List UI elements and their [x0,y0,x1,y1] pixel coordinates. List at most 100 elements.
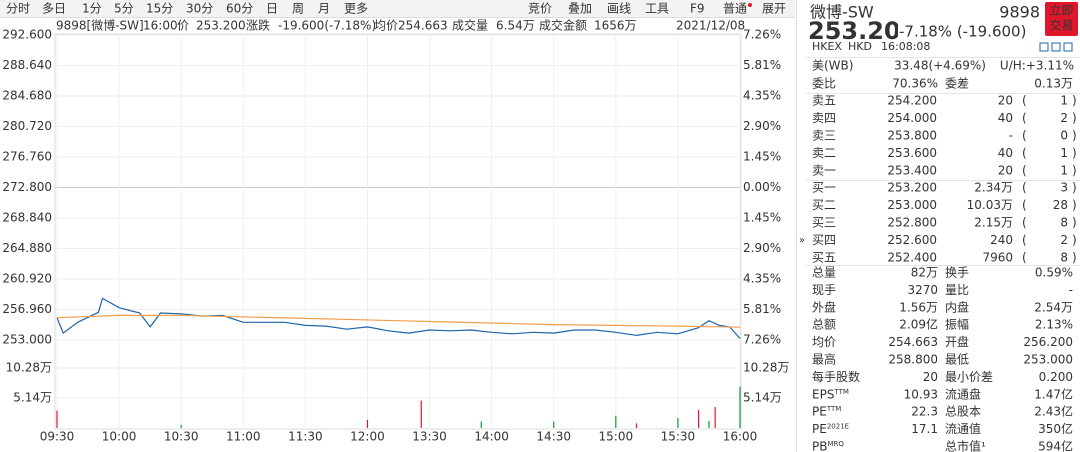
book-label: 买二 [812,198,836,212]
book-label: 买三 [812,216,836,230]
stat-value: 82万 [911,266,938,280]
x-tick-label: 15:30 [661,430,696,444]
stat-label: 最小价差 [945,370,993,384]
pct-tick-label: 2.90% [743,119,781,133]
y-tick-label: 260.920 [2,272,52,286]
pct-tick-label: 7.26% [743,333,781,347]
stat-label: 流通值 [945,421,981,436]
stat-label: 每手股数 [812,369,860,384]
toolbar-tab[interactable]: 更多 [344,2,368,16]
toolbar-tab[interactable]: 1分 [82,2,102,16]
toolbar-tool[interactable]: 竞价 [528,2,552,16]
pct-tick-label: 1.45% [743,150,781,164]
volume-tick-label-right: 10.28万 [743,361,789,375]
toolbar-tool[interactable]: F9 [690,2,705,16]
book-volume: 2.15万 [974,216,1013,230]
book-orders: 2 [1060,111,1068,125]
x-tick-label: 16:00 [723,430,758,444]
book-volume: 40 [998,146,1013,160]
stat-value: 0.59% [1035,266,1073,280]
book-orders: 0 [1060,129,1068,143]
toolbar-tab[interactable]: 15分 [146,2,173,16]
info-volume: 6.54万 [496,19,535,33]
book-orders: 8 [1060,251,1068,265]
y-tick-label: 276.760 [2,150,52,164]
pct-tick-label: 7.26% [743,28,781,42]
info-price-label: 价 [177,19,189,33]
collapse-arrow[interactable]: » [799,235,805,246]
stat-value: 1.47亿 [1034,386,1073,401]
stat-value: 2.09亿 [899,317,938,332]
order-diff: 0.13万 [1034,77,1073,91]
stat-value: 350亿 [1038,421,1073,436]
book-paren: ( [1022,233,1027,247]
series-average [56,314,741,328]
trade-button[interactable] [1045,2,1078,36]
info-date: 2021/12/08 [676,19,745,33]
quote-icon[interactable] [1051,42,1061,52]
quote-icon[interactable] [1063,42,1073,52]
pct-tick-label: 4.35% [743,272,781,286]
stat-label: 均价 [812,335,836,349]
toolbar-tab[interactable]: 30分 [186,2,213,16]
trade-button-label[interactable]: 交易 [1049,18,1073,33]
stat-label: 振幅 [945,317,969,332]
x-tick-label: 09:30 [40,430,75,444]
quote-icon[interactable] [1039,42,1049,52]
toolbar-tool[interactable]: 画线 [607,2,631,16]
pct-tick-label: 5.81% [743,58,781,72]
toolbar-tool[interactable]: 普通 [723,2,747,16]
toolbar-tab[interactable]: 分时 [6,2,30,16]
book-paren: ) [1072,198,1077,212]
book-paren: ( [1022,216,1027,230]
y-tick-label: 256.960 [2,302,52,316]
book-price: 253.600 [887,146,937,160]
book-orders: 2 [1060,233,1068,247]
x-tick-label: 14:00 [474,430,509,444]
book-volume: 2.34万 [974,181,1013,195]
toolbar-tab[interactable]: 月 [318,2,330,16]
toolbar-tab[interactable]: 周 [292,2,304,16]
stat-value: 0.200 [1039,370,1073,384]
book-label: 买四 [812,233,836,247]
x-tick-label: 10:00 [102,430,137,444]
y-tick-label: 268.840 [2,211,52,225]
info-change-label: 涨跌 [246,18,270,33]
toolbar-tool[interactable]: 工具 [645,2,669,16]
toolbar-tab[interactable]: 多日 [42,2,66,16]
volume-tick-label-right: 5.14万 [743,391,782,405]
toolbar-tool[interactable]: 展开 [762,2,786,16]
book-orders: 28 [1053,198,1068,212]
toolbar-tab[interactable]: 5分 [114,2,134,16]
row-label: 委差 [945,77,969,91]
y-tick-label: 264.880 [2,241,52,255]
info-avg-label: 均价 [374,19,398,33]
book-price: 252.400 [887,251,937,265]
book-price: 253.400 [887,164,937,178]
book-paren: ) [1072,146,1077,160]
book-label: 买五 [812,251,836,265]
toolbar-tab[interactable]: 60分 [226,2,253,16]
stat-label: 外盘 [812,299,836,314]
y-tick-label: 292.600 [2,28,52,42]
toolbar-tool[interactable]: 叠加 [568,2,592,16]
stat-value: 256.200 [1023,335,1073,349]
pct-tick-label: 5.81% [743,302,781,316]
y-tick-label: 253.000 [2,333,52,347]
pct-tick-label: 0.00% [743,180,781,194]
stat-label: 总额 [812,318,836,332]
last-price: 253.200 [808,17,917,45]
book-paren: ( [1022,164,1027,178]
trade-button-label[interactable]: 立即 [1049,3,1073,18]
book-paren: ) [1072,181,1077,195]
toolbar-tab[interactable]: 日 [266,2,278,16]
info-time: 16:00 [143,19,178,33]
stat-value: 20 [923,370,938,384]
book-paren: ) [1072,111,1077,125]
stat-label: 总量 [812,266,836,280]
us-price: 33.48(+4.69%) [894,59,986,73]
stat-value: 10.93 [904,387,938,401]
stat-label: PE2021E [812,422,849,436]
stat-label: PBMRQ [812,440,844,452]
book-label: 卖二 [812,146,836,160]
